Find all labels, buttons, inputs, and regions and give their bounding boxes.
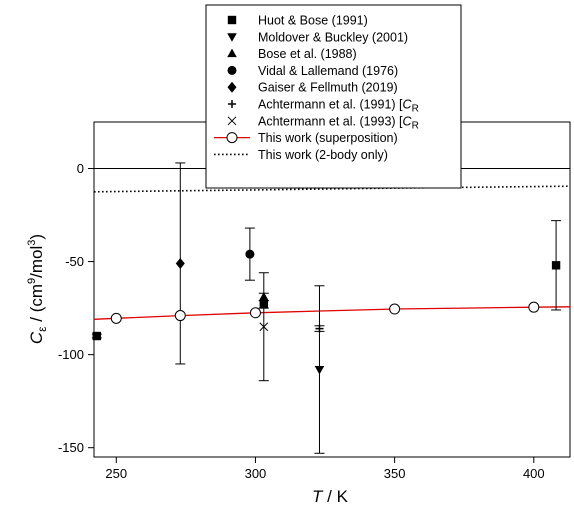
x-tick-label-400: 400 bbox=[523, 466, 545, 481]
legend-item-6: Achtermann et al. (1993) [CR bbox=[227, 114, 419, 131]
series-line-8 bbox=[93, 185, 571, 193]
legend-item-1: Moldover & Buckley (2001) bbox=[227, 30, 408, 44]
legend-marker-2 bbox=[227, 48, 237, 58]
y-axis-title: Cε / (cm9/mol3) bbox=[26, 234, 49, 344]
legend-label-5: Achtermann et al. (1991) [CR bbox=[258, 98, 419, 115]
x-tick-label-250: 250 bbox=[105, 466, 127, 481]
legend-label-4: Gaiser & Fellmuth (2019) bbox=[258, 81, 398, 95]
x-tick-label-350: 350 bbox=[384, 466, 406, 481]
y-axis-ticks: 0 -50 -100 -150 bbox=[58, 161, 94, 455]
data-point-3-0 bbox=[245, 249, 255, 259]
legend-item-2: Bose et al. (1988) bbox=[227, 47, 357, 61]
legend-item-4: Gaiser & Fellmuth (2019) bbox=[227, 81, 398, 95]
legend-item-8: This work (2-body only) bbox=[214, 148, 388, 162]
legend-box bbox=[205, 4, 462, 189]
legend-label-2: Bose et al. (1988) bbox=[258, 47, 357, 61]
data-point-1-0 bbox=[314, 366, 325, 375]
legend-marker-1 bbox=[227, 33, 237, 42]
data-point-0-2 bbox=[551, 261, 561, 270]
legend-marker-6 bbox=[227, 116, 237, 126]
legend-marker-3 bbox=[227, 65, 237, 75]
y-tick-label-0: 0 bbox=[77, 161, 84, 176]
data-point-0-0 bbox=[92, 331, 101, 341]
legend-label-0: Huot & Bose (1991) bbox=[258, 14, 368, 28]
legend-marker-7 bbox=[226, 132, 238, 144]
data-point-4-0 bbox=[175, 257, 185, 269]
legend-label-1: Moldover & Buckley (2001) bbox=[258, 30, 408, 44]
data-points bbox=[91, 162, 562, 454]
data-point-5-0 bbox=[315, 324, 324, 333]
legend-item-5: Achtermann et al. (1991) [CR bbox=[228, 98, 419, 115]
x-axis-title: T / K bbox=[312, 487, 349, 506]
data-point-7-3 bbox=[389, 303, 401, 315]
y-tick-label--150: -150 bbox=[58, 440, 84, 455]
legend-marker-4 bbox=[227, 81, 237, 93]
legend: Huot & Bose (1991) Moldover & Buckley (20… bbox=[205, 4, 462, 189]
legend-marker-0 bbox=[227, 15, 237, 25]
legend-label-8: This work (2-body only) bbox=[258, 148, 388, 162]
plot-area: 250 300 350 400 0 -50 -100 -150 bbox=[58, 121, 571, 481]
y-tick-label--100: -100 bbox=[58, 347, 84, 362]
x-tick-label-300: 300 bbox=[245, 466, 267, 481]
legend-item-7: This work (superposition) bbox=[214, 131, 398, 145]
legend-label-7: This work (superposition) bbox=[258, 131, 398, 145]
legend-label-6: Achtermann et al. (1993) [CR bbox=[258, 114, 419, 131]
data-point-7-0 bbox=[110, 312, 122, 324]
legend-marker-5 bbox=[228, 100, 236, 108]
y-tick-label--50: -50 bbox=[65, 254, 84, 269]
legend-item-3: Vidal & Lallemand (1976) bbox=[227, 64, 398, 78]
data-point-7-1 bbox=[174, 310, 186, 322]
legend-label-3: Vidal & Lallemand (1976) bbox=[258, 64, 398, 78]
data-point-7-4 bbox=[528, 301, 540, 313]
x-axis-ticks: 250 300 350 400 bbox=[105, 457, 545, 481]
data-point-7-2 bbox=[249, 307, 261, 319]
model-curves bbox=[93, 185, 571, 320]
legend-item-0: Huot & Bose (1991) bbox=[227, 14, 368, 28]
series-line-7 bbox=[93, 306, 571, 320]
data-point-6-0 bbox=[259, 322, 269, 332]
